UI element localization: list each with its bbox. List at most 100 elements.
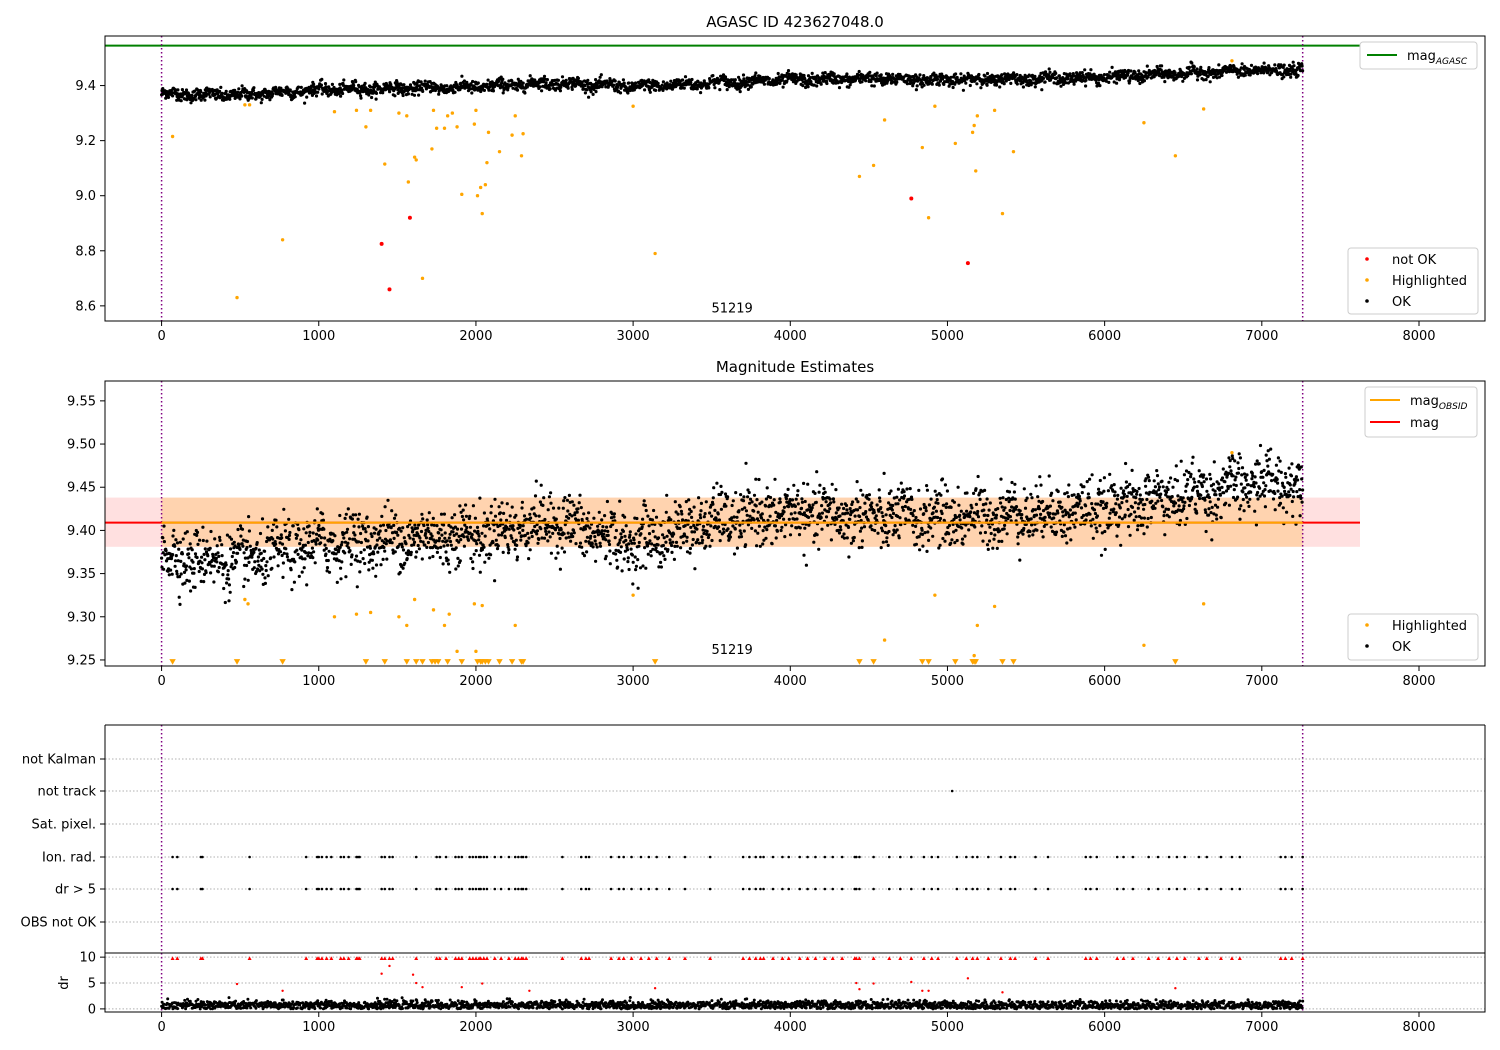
legend-ok-label: OK: [1392, 640, 1411, 655]
dr-capped-marker: [929, 956, 934, 960]
dr-capped-marker: [560, 956, 565, 960]
highlighted-point: [1142, 121, 1146, 125]
flag-point: [922, 855, 926, 859]
highlighted-point: [474, 649, 478, 654]
dr-capped-marker: [453, 956, 458, 960]
highlighted-point: [478, 185, 483, 190]
flag-point: [513, 887, 517, 891]
flag-point: [1095, 887, 1099, 891]
flag-point: [930, 887, 934, 891]
dr-not-ok-point: [872, 982, 875, 985]
highlighted-point: [247, 103, 252, 107]
dr-not-ok-point: [653, 986, 657, 990]
flag-point: [1205, 855, 1209, 859]
dr-capped-marker: [1167, 956, 1172, 960]
highlighted-point: [246, 602, 250, 606]
flag-point: [831, 887, 835, 891]
flag-point: [787, 887, 791, 891]
highlighted-point: [1011, 149, 1016, 154]
x-tick-label: 4000: [774, 674, 807, 689]
flag-point: [1089, 887, 1092, 891]
flag-point: [1230, 887, 1234, 891]
dr-capped-marker: [1289, 956, 1294, 960]
panel-agasc: AGASC ID 423627048.0 0 1000 2000 3000 4000 50…: [75, 13, 1486, 344]
highlighted-point: [497, 149, 502, 154]
flag-point: [609, 887, 613, 891]
flag-row-label: dr > 5: [55, 883, 96, 898]
flag-point: [930, 855, 934, 859]
x-tick-label: 1000: [302, 1020, 335, 1035]
highlighted-point: [631, 593, 635, 597]
dr-not-ok-point: [858, 988, 861, 991]
dr-capped-marker: [1237, 956, 1242, 960]
flag-point: [1301, 887, 1304, 891]
flag-point: [391, 855, 394, 859]
panel-4-frame: [104, 952, 1486, 1013]
flag-point: [759, 855, 762, 859]
below-range-marker: [1172, 659, 1179, 665]
flag-point: [1095, 855, 1099, 859]
highlighted-point: [434, 126, 439, 130]
not-ok-point: [965, 261, 970, 266]
ok-points: [160, 443, 1305, 606]
y-tick-label: 9.2: [75, 134, 96, 149]
flag-point: [507, 887, 511, 891]
panel-2-axes: 0 1000 2000 3000 4000 5000 6000 7000 8000 9.25 9.3…: [67, 394, 1435, 689]
highlighted-point: [364, 125, 368, 129]
dr-capped-marker: [638, 956, 643, 960]
flag-point: [741, 887, 745, 891]
highlighted-point: [513, 114, 517, 118]
x-tick-label: 3000: [617, 329, 650, 344]
not-ok-point: [387, 287, 392, 292]
dr-capped-marker: [753, 956, 758, 960]
dr-capped-marker: [1130, 956, 1135, 960]
flag-point: [936, 887, 940, 891]
flag-point: [444, 887, 448, 891]
panel-1-annotation: 51219: [711, 302, 752, 317]
below-range-marker: [419, 659, 426, 665]
flag-point: [617, 887, 621, 891]
dr-capped-marker: [909, 956, 914, 960]
x-tick-label: 7000: [1245, 1020, 1278, 1035]
highlighted-point: [1142, 643, 1146, 647]
flag-point: [347, 855, 350, 859]
panel-3-axes: not Kalman not track Sat. pixel. Ion. rad. d…: [21, 753, 105, 931]
flag-point: [1167, 887, 1171, 891]
below-range-marker: [925, 659, 932, 665]
flag-row-label: not track: [37, 785, 96, 800]
dr-not-ok-point: [481, 982, 484, 985]
dr-capped-marker: [830, 956, 835, 960]
below-range-marker: [508, 659, 516, 665]
flag-point: [965, 855, 968, 859]
flag-point: [325, 887, 328, 891]
below-range-marker: [972, 659, 979, 665]
dr-capped-marker: [1182, 956, 1187, 960]
flag-point: [1034, 855, 1037, 859]
dr-capped-marker: [341, 956, 346, 960]
dr-capped-marker: [473, 956, 478, 960]
flag-point: [854, 855, 858, 859]
below-range-marker: [952, 659, 959, 665]
flag-point: [1009, 855, 1012, 859]
dr-capped-marker: [484, 956, 489, 960]
legend-highlighted-marker: [1365, 278, 1369, 282]
dr-capped-marker: [1174, 956, 1179, 960]
highlighted-point: [871, 163, 876, 168]
highlighted-point: [243, 103, 247, 107]
legend-ok-marker: [1365, 644, 1369, 648]
below-range-marker: [870, 659, 877, 665]
panel-4-axes: 0 1000 2000 3000 4000 5000 6000 7000 8000 0 5 10: [79, 951, 1435, 1035]
x-tick-label: 8000: [1402, 674, 1435, 689]
flag-point: [325, 855, 328, 859]
flag-point: [1167, 855, 1171, 859]
flag-point: [493, 887, 497, 891]
highlighted-point: [455, 649, 459, 654]
flag-point: [1284, 887, 1287, 891]
flag-point: [380, 855, 383, 859]
highlighted-point: [953, 141, 958, 146]
highlighted-point: [405, 114, 409, 118]
highlighted-point: [882, 638, 887, 642]
flag-point: [471, 887, 475, 891]
flag-point: [176, 855, 179, 859]
x-tick-label: 7000: [1245, 674, 1278, 689]
